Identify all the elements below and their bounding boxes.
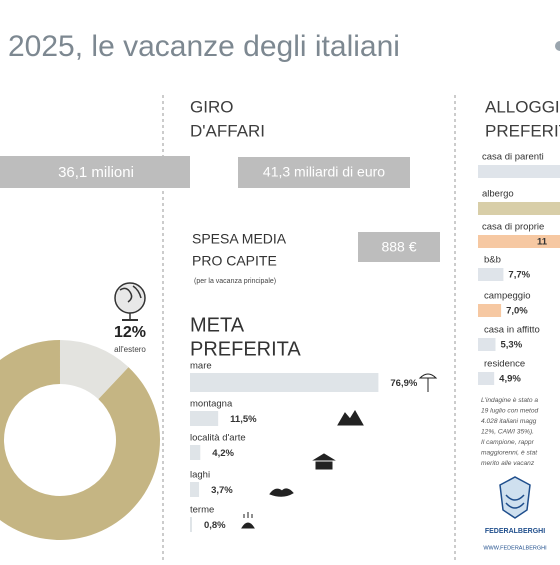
logo-name: FEDERALBERGHI [485, 528, 545, 535]
icon [269, 488, 294, 497]
share-caption: all'estero [114, 345, 146, 354]
value-box [358, 232, 440, 262]
bar-label: 11 [537, 237, 548, 248]
note-line: 4.028 italiani magg [481, 418, 537, 425]
icon [418, 373, 438, 392]
logo-fragment [555, 41, 560, 51]
value-box [238, 157, 410, 188]
spend-title: PRO CAPITE [192, 253, 277, 269]
value-box-text: 41,3 miliardi di euro [263, 164, 385, 180]
bar-category: casa in affitto [484, 325, 540, 336]
dest-title: PREFERITA [190, 338, 301, 360]
spend-note: (per la vacanza principale) [194, 278, 276, 285]
icon [337, 410, 364, 426]
bar-category: albergo [482, 189, 514, 200]
bar-cut [478, 165, 560, 178]
bar-category: casa di parenti [482, 152, 544, 163]
note-line: merito alle vacanz [481, 460, 535, 467]
bar [478, 304, 502, 317]
donut-slice [60, 340, 129, 400]
donut-rest [0, 340, 160, 540]
note-line: 12%, CAWI 35%). [481, 428, 534, 435]
bar-category: casa di proprie [482, 222, 544, 233]
value-box-text: 36,1 milioni [58, 164, 134, 181]
note-line: maggiorenni, è stat [481, 449, 538, 456]
section-title: PREFERIT [485, 121, 560, 140]
bar [478, 372, 495, 385]
section-title: D'AFFARI [190, 121, 265, 140]
bar-label: 4,2% [212, 448, 234, 459]
note-line: L'indagine è stato a [481, 397, 538, 404]
bar-category: campeggio [484, 291, 530, 302]
section-title: ALLOGGI [485, 97, 560, 116]
value-box-text: 888 € [381, 239, 416, 255]
globe-icon [114, 282, 146, 321]
bar-category: mare [190, 361, 212, 372]
icon [312, 453, 336, 470]
bar-label: 11,5% [230, 414, 257, 425]
share-label: 12% [114, 324, 146, 341]
bar-cut [478, 202, 560, 215]
logo [499, 476, 531, 519]
note-line: 19 luglio con metod [481, 407, 539, 414]
bar [478, 268, 504, 281]
icon [241, 512, 255, 529]
bar-category: b&b [484, 255, 501, 266]
bar-category: laghi [190, 470, 210, 481]
value-box [0, 156, 190, 188]
bar-label: 7,7% [508, 270, 530, 281]
bar-label: 4,9% [499, 374, 521, 385]
section-title: GIRO [190, 97, 233, 116]
bar [190, 411, 219, 426]
title: 2025, le vacanze degli italiani [8, 30, 400, 63]
bar-category: residence [484, 359, 525, 370]
bar [190, 517, 192, 532]
bar-label: 5,3% [500, 340, 522, 351]
bar-category: località d'arte [190, 433, 246, 444]
bar [190, 373, 379, 392]
bar [190, 445, 201, 460]
bar-category: montagna [190, 399, 233, 410]
logo-url: WWW.FEDERALBERGHI [483, 545, 547, 551]
note-line: Il campione, rappr [481, 439, 535, 446]
bar [478, 338, 496, 351]
bar [190, 482, 200, 497]
bar-category: terme [190, 505, 214, 516]
bar-label: 3,7% [211, 485, 233, 496]
bar-cut [478, 235, 560, 248]
bar-label: 7,0% [506, 306, 528, 317]
bar-label: 0,8% [204, 520, 226, 531]
bar-label: 76,9% [390, 378, 417, 389]
dest-title: META [190, 314, 245, 336]
spend-title: SPESA MEDIA [192, 231, 287, 247]
